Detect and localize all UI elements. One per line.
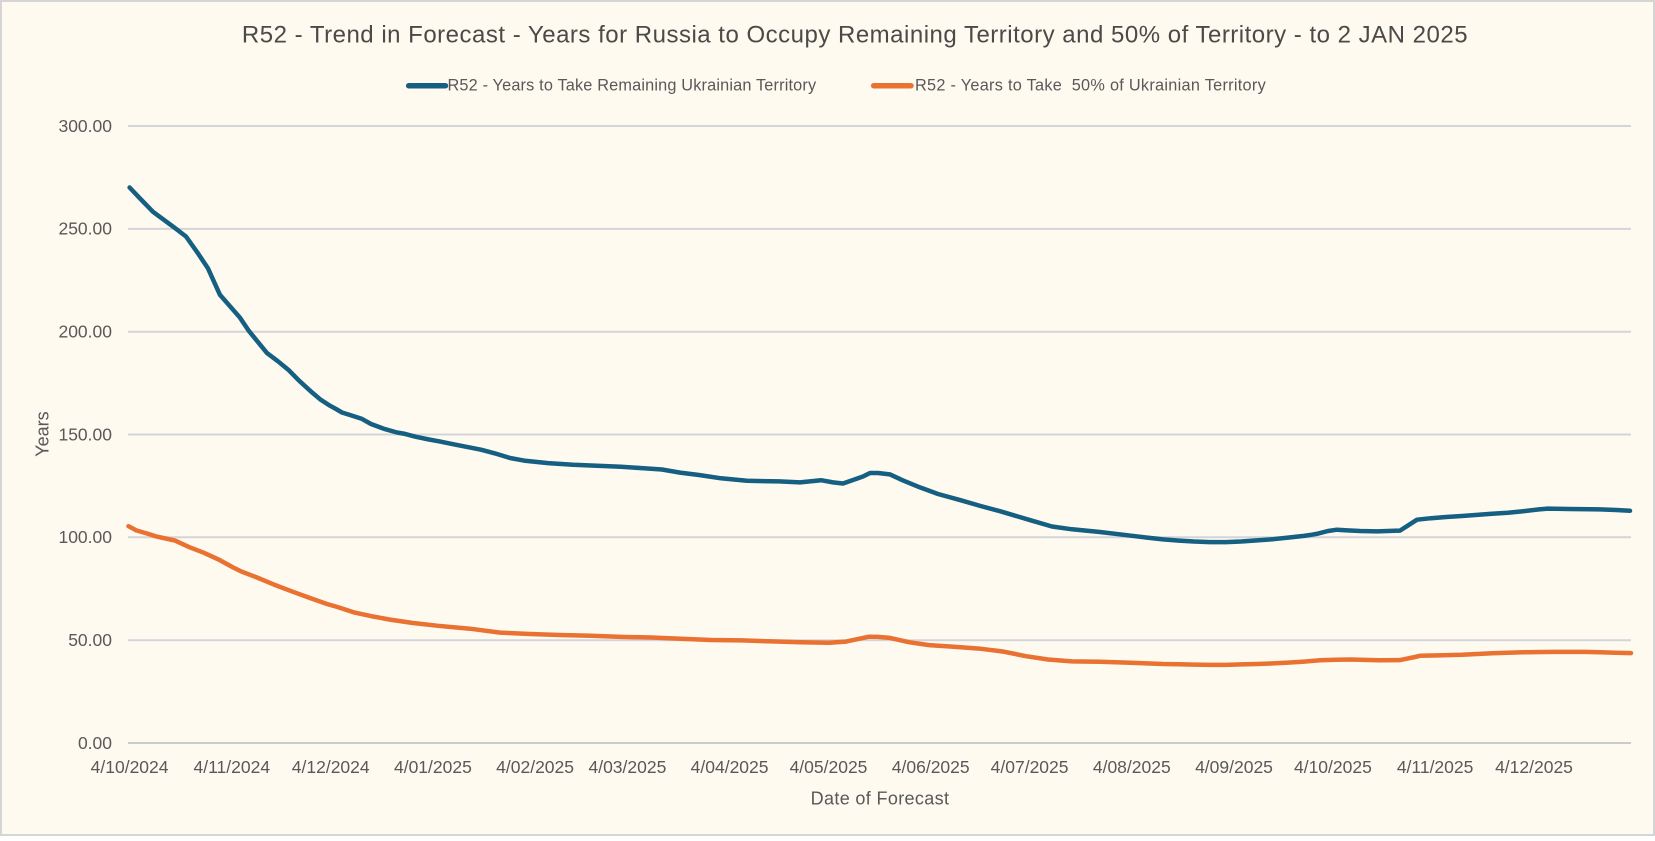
svg-text:4/11/2024: 4/11/2024 [194,757,271,777]
svg-text:4/06/2025: 4/06/2025 [892,757,970,777]
svg-text:4/03/2025: 4/03/2025 [588,757,666,777]
svg-text:4/04/2025: 4/04/2025 [691,757,769,777]
svg-text:200.00: 200.00 [58,322,112,342]
svg-text:0.00: 0.00 [78,733,112,753]
svg-text:R52 - Trend in Forecast - Year: R52 - Trend in Forecast - Years for Russ… [242,21,1468,48]
svg-text:4/12/2025: 4/12/2025 [1495,757,1573,777]
svg-text:250.00: 250.00 [58,219,112,239]
svg-text:4/02/2025: 4/02/2025 [496,757,574,777]
svg-text:4/09/2025: 4/09/2025 [1195,757,1273,777]
svg-text:150.00: 150.00 [58,424,112,444]
svg-text:4/07/2025: 4/07/2025 [991,757,1069,777]
svg-text:Years: Years [32,411,52,456]
svg-text:4/10/2024: 4/10/2024 [91,757,169,777]
svg-text:Date of Forecast: Date of Forecast [811,789,950,809]
svg-text:4/05/2025: 4/05/2025 [790,757,868,777]
svg-text:4/10/2025: 4/10/2025 [1294,757,1372,777]
svg-text:4/12/2024: 4/12/2024 [292,757,370,777]
svg-text:R52 - Years to Take 50% of Uk: R52 - Years to Take 50% of Ukrainian Ter… [915,77,1267,95]
svg-text:4/11/2025: 4/11/2025 [1397,757,1474,777]
svg-text:100.00: 100.00 [58,527,112,547]
svg-text:4/08/2025: 4/08/2025 [1093,757,1171,777]
svg-text:50.00: 50.00 [68,630,112,650]
svg-text:4/01/2025: 4/01/2025 [394,757,472,777]
svg-text:R52 - Years to Take Remaining: R52 - Years to Take Remaining Ukrainian … [448,77,817,95]
svg-text:300.00: 300.00 [58,116,112,136]
